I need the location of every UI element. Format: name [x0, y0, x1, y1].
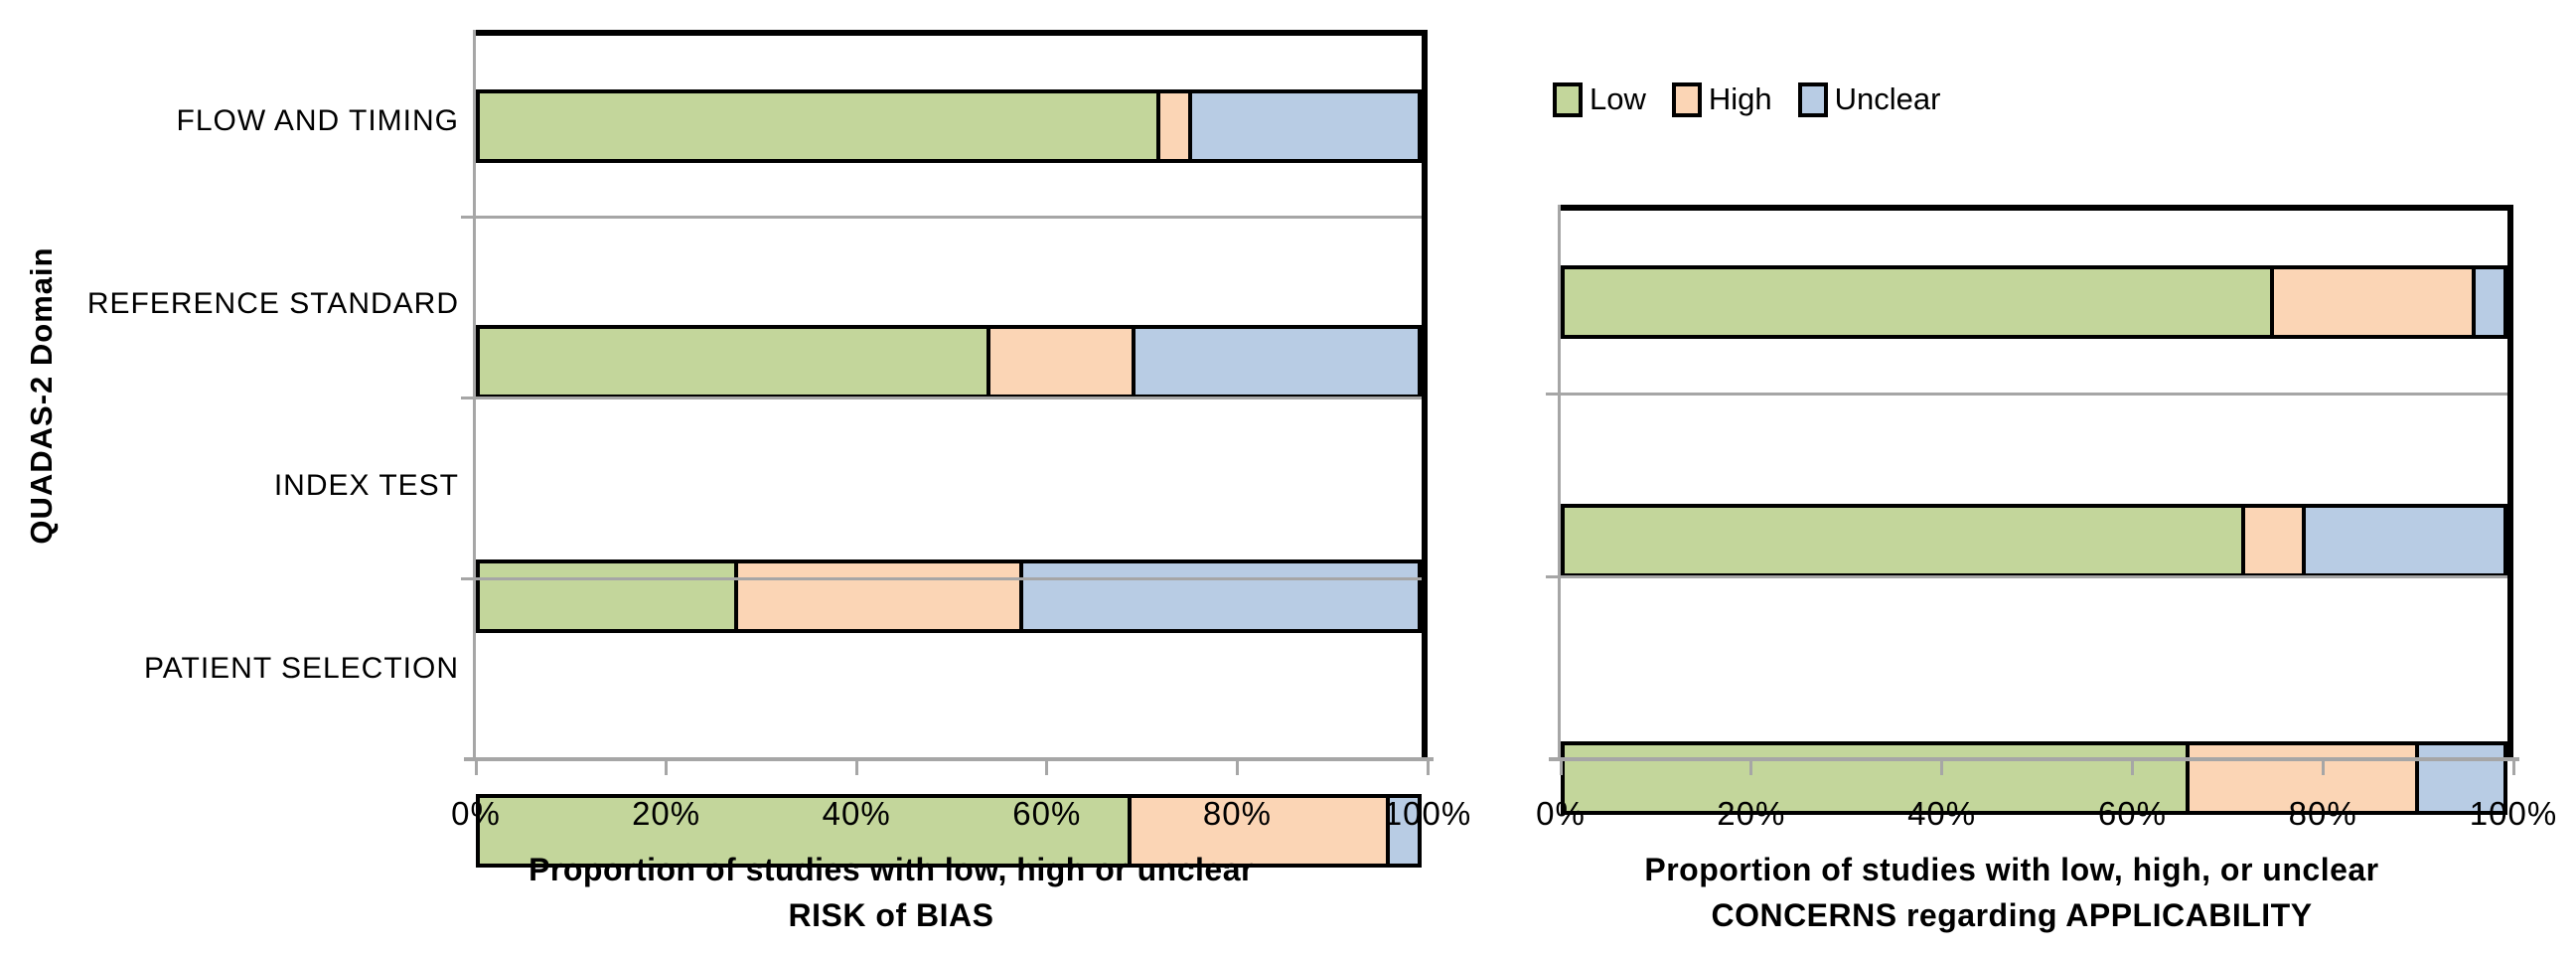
legend: Low High Unclear: [1553, 81, 1966, 117]
legend-swatch-low: [1553, 81, 1583, 117]
applicability-axis-title: Proportion of studies with low, high, or…: [1495, 847, 2528, 938]
x-axis-tick-label: 60%: [2097, 795, 2167, 832]
segment-low: [1565, 507, 2242, 573]
segment-unclear: [2471, 269, 2503, 336]
category-label: FLOW AND TIMING: [176, 103, 459, 137]
segment-low: [1565, 269, 2271, 336]
category-gridline: [1561, 575, 2507, 579]
legend-label: High: [1708, 81, 1772, 116]
stacked-bar-patient-selection: [1561, 741, 2507, 816]
segment-low: [480, 93, 1157, 160]
axis-title-line-1: Proportion of studies with low, high or …: [529, 852, 1254, 887]
segment-high: [986, 328, 1133, 395]
x-axis-tick-label: 20%: [1717, 795, 1786, 832]
category-label: PATIENT SELECTION: [143, 652, 459, 686]
x-axis-tick: [1235, 757, 1239, 775]
segment-unclear: [1188, 93, 1418, 160]
bar-row: [1561, 503, 2507, 687]
category-label: INDEX TEST: [273, 469, 459, 503]
bar-row: [476, 89, 1422, 270]
bar-row: [476, 558, 1422, 740]
y-axis-category-tick: [1546, 575, 1558, 579]
legend-item-unclear: Unclear: [1797, 81, 1941, 117]
segment-low: [1565, 745, 2186, 812]
bar-row: [1561, 741, 2507, 924]
segment-unclear: [1132, 328, 1418, 395]
stacked-bar-flow-and-timing: [476, 89, 1422, 164]
segment-high: [2185, 745, 2415, 812]
segment-low: [480, 562, 734, 629]
y-axis-category-tick: [461, 577, 473, 581]
risk-chart-y-axis-line: [473, 30, 477, 760]
x-axis-tick-label: 80%: [2288, 795, 2357, 832]
segment-unclear: [2414, 745, 2503, 812]
legend-label: Unclear: [1834, 81, 1941, 116]
y-axis-category-tick: [461, 397, 473, 399]
x-axis-tick-label: 0%: [451, 795, 501, 832]
legend-label: Low: [1590, 81, 1646, 116]
legend-item-high: High: [1671, 81, 1772, 117]
x-axis-tick: [665, 757, 669, 775]
segment-low: [480, 328, 987, 395]
x-axis-line: [464, 757, 1434, 761]
x-axis-tick: [2130, 757, 2134, 775]
segment-unclear: [2302, 507, 2503, 573]
x-axis-tick-label: 40%: [1907, 795, 1977, 832]
category-gridline: [476, 577, 1422, 581]
bar-row: [476, 794, 1422, 954]
x-axis-tick-label: 60%: [1012, 795, 1082, 832]
applicability-x-axis: 0% 20% 40% 60% 80% 100%: [1536, 757, 2556, 847]
segment-high: [733, 562, 1020, 629]
stacked-bar-index-test: [476, 558, 1422, 633]
bar-row: [476, 324, 1422, 506]
x-axis-tick: [1426, 757, 1430, 775]
x-axis-tick: [1045, 757, 1049, 775]
segment-low: [480, 798, 1129, 865]
risk-of-bias-x-axis: 0% 20% 40% 60% 80% 100%: [451, 757, 1470, 847]
risk-of-bias-plot-area: [461, 30, 1428, 869]
x-axis-tick-label: 20%: [632, 795, 701, 832]
x-axis-tick: [1559, 757, 1563, 775]
stacked-bar-patient-selection: [476, 794, 1422, 869]
x-axis-tick: [854, 757, 858, 775]
segment-high: [2270, 269, 2472, 336]
x-axis-tick: [1749, 757, 1753, 775]
x-axis-tick-label: 40%: [822, 795, 891, 832]
x-axis-tick: [2511, 757, 2515, 775]
axis-title-line-1: Proportion of studies with low, high, or…: [1644, 852, 2379, 887]
x-axis-tick-label: 100%: [2469, 795, 2558, 832]
x-axis-tick: [2321, 757, 2325, 775]
segment-high: [1156, 93, 1189, 160]
segment-high: [1128, 798, 1386, 865]
applicability-chart-y-axis-line: [1558, 205, 1562, 760]
x-axis-tick: [474, 757, 478, 775]
axis-title-line-2: RISK of BIAS: [788, 897, 994, 933]
segment-high: [2241, 507, 2303, 573]
x-axis-tick-label: 100%: [1383, 795, 1472, 832]
category-gridline: [1561, 392, 2507, 396]
legend-item-low: Low: [1553, 81, 1646, 117]
segment-unclear: [1385, 798, 1418, 865]
stacked-bar-reference-standard: [476, 324, 1422, 398]
y-axis-category-tick: [1546, 392, 1558, 396]
axis-title-line-2: CONCERNS regarding APPLICABILITY: [1711, 897, 2313, 933]
category-label: REFERENCE STANDARD: [86, 286, 459, 320]
category-gridline: [476, 397, 1422, 399]
y-axis-category-tick: [461, 215, 473, 219]
bar-row: [1561, 265, 2507, 448]
stacked-bar-reference-standard: [1561, 265, 2507, 340]
risk-of-bias-axis-title: Proportion of studies with low, high or …: [375, 847, 1408, 938]
segment-unclear: [1019, 562, 1418, 629]
legend-swatch-high: [1671, 81, 1702, 117]
risk-chart-category-labels: FLOW AND TIMING REFERENCE STANDARD INDEX T…: [0, 30, 459, 760]
x-axis-tick-label: 80%: [1202, 795, 1272, 832]
x-axis-tick-label: 0%: [1536, 795, 1586, 832]
applicability-plot-area: [1546, 205, 2513, 816]
stacked-bar-index-test: [1561, 503, 2507, 577]
legend-swatch-unclear: [1797, 81, 1828, 117]
category-gridline: [476, 215, 1422, 219]
x-axis-tick: [1940, 757, 1944, 775]
x-axis-line: [1549, 757, 2519, 761]
